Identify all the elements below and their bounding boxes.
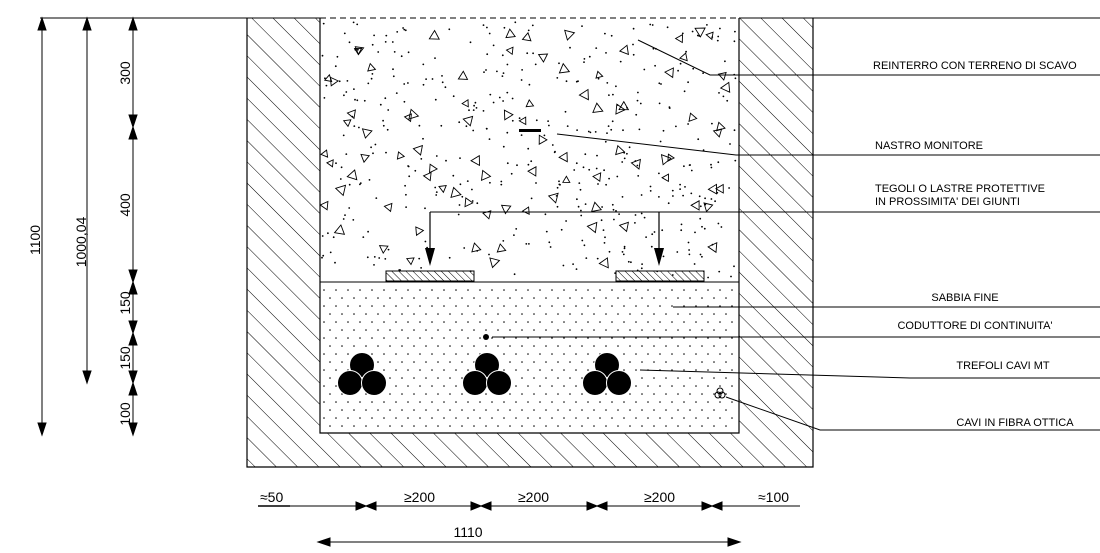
tile-arrows — [425, 211, 1100, 266]
protective-tile-left — [385, 270, 475, 282]
dim-spacing-2: ≥200 — [518, 489, 549, 505]
dim-spacing-1: ≥200 — [404, 489, 435, 505]
label-protective-tiles-line2: IN PROSSIMITA' DEI GIUNTI — [875, 196, 1020, 208]
label-mv-cable-trefoils: TREFOLI CAVI MT — [956, 360, 1050, 372]
dim-total-height: 1100 — [27, 225, 43, 255]
leader-lines — [492, 39, 1100, 431]
protective-tile-right — [615, 270, 705, 282]
label-fiber-optic-cables: CAVI IN FIBRA OTTICA — [956, 417, 1074, 429]
vertical-dimension-lines — [37, 16, 138, 437]
horizontal-dimension-lines — [258, 501, 800, 547]
dim-segment-150a: 150 — [117, 291, 133, 315]
continuity-conductor — [483, 334, 489, 340]
dim-right-margin: ≈100 — [758, 489, 789, 505]
dim-segment-100: 100 — [117, 402, 133, 426]
label-continuity-conductor: CODUTTORE DI CONTINUITA' — [897, 320, 1052, 332]
dim-left-margin: ≈50 — [260, 489, 283, 505]
dim-segment-300: 300 — [117, 61, 133, 85]
warning-tape — [519, 129, 541, 132]
dim-segment-150b: 150 — [117, 346, 133, 370]
dim-partial-height: 1000,04 — [73, 216, 89, 267]
dim-segment-400: 400 — [117, 193, 133, 217]
label-backfill: REINTERRO CON TERRENO DI SCAVO — [873, 60, 1077, 72]
sand-layer — [323, 289, 733, 427]
soil-hatch — [246, 18, 814, 468]
label-warning-tape: NASTRO MONITORE — [875, 140, 983, 152]
dim-total-width: 1110 — [453, 524, 482, 540]
fiber-optic-cables — [714, 387, 726, 399]
mv-cable-trefoils — [337, 352, 632, 396]
backfill-layer — [320, 21, 737, 279]
dim-spacing-3: ≥200 — [644, 489, 675, 505]
label-protective-tiles-line1: TEGOLI O LASTRE PROTETTIVE — [875, 183, 1045, 195]
label-fine-sand: SABBIA FINE — [931, 292, 998, 304]
